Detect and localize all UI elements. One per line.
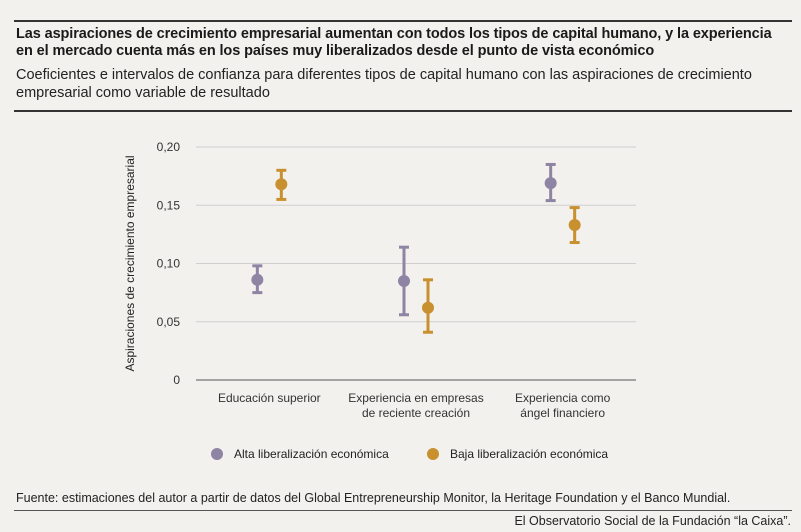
data-point (568, 219, 581, 232)
legend-label: Alta liberalización económica (234, 447, 389, 461)
data-point (251, 273, 264, 286)
credit-line: El Observatorio Social de la Fundación “… (514, 514, 791, 528)
legend-marker (211, 448, 223, 460)
chart-subtitle: Coeficientes e intervalos de confianza p… (16, 67, 752, 101)
top-rule (14, 20, 792, 22)
x-category-label: ángel financiero (520, 406, 605, 420)
y-tick-label: 0,15 (157, 198, 181, 212)
x-category-label: Experiencia como (515, 391, 611, 405)
y-tick-labels: 0 0,05 0,10 0,15 0,20 (157, 140, 181, 387)
data-point (544, 177, 557, 190)
x-category-label: Experiencia en empresas (348, 391, 483, 405)
x-category-label: Educación superior (218, 391, 321, 405)
grid-lines (196, 146, 636, 381)
data-point (398, 274, 410, 287)
y-tick-label: 0,05 (157, 315, 181, 329)
legend-marker (427, 448, 439, 460)
data-point (422, 301, 434, 314)
legend: Alta liberalización económica Baja libera… (211, 447, 608, 461)
header-rule (14, 110, 792, 112)
data-marks (251, 162, 581, 334)
y-axis-title: Aspiraciones de crecimiento empresarial (123, 155, 137, 371)
x-category-labels: Educación superior Experiencia en empresa… (218, 391, 611, 420)
y-tick-label: 0,10 (157, 257, 181, 271)
legend-label: Baja liberalización económica (450, 447, 608, 461)
y-tick-label: 0 (173, 373, 180, 387)
footer-rule (14, 510, 792, 511)
data-point (275, 178, 288, 191)
source-note: Fuente: estimaciones del autor a partir … (16, 491, 731, 505)
chart-title: Las aspiraciones de crecimiento empresar… (16, 26, 772, 59)
x-category-label: de reciente creación (362, 406, 470, 420)
y-tick-label: 0,20 (157, 140, 181, 154)
